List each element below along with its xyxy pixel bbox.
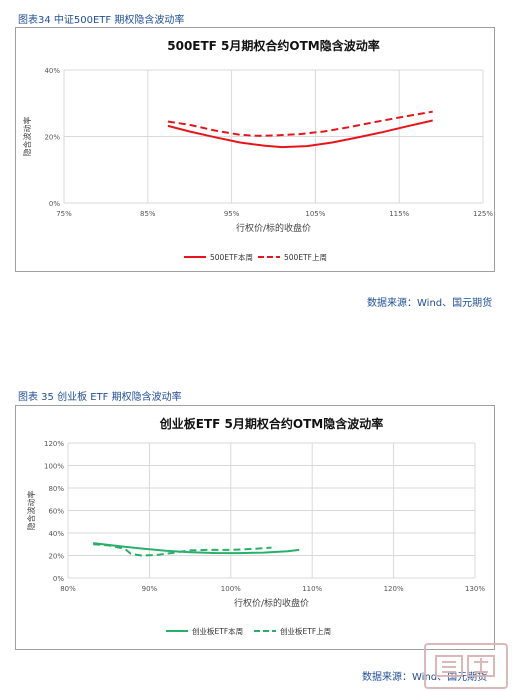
chart2-x-tick-label: 130%: [465, 585, 485, 593]
watermark-mark: [434, 652, 498, 680]
chart2-y-tick-label: 40%: [48, 530, 64, 538]
chart1-source: 数据来源：Wind、国元期货: [367, 294, 492, 309]
chart1-x-tick-label: 75%: [56, 210, 72, 218]
chart1-y-axis-label: 隐含波动率: [22, 117, 32, 157]
chart1-y-tick-label: 0%: [49, 200, 60, 208]
chart1-legend-label-1: 500ETF上周: [284, 253, 327, 262]
chart2-y-axis-label: 隐含波动率: [26, 491, 36, 531]
chart1-x-tick-label: 115%: [389, 210, 409, 218]
chart2-x-tick-label: 100%: [221, 585, 241, 593]
chart2-panel: 创业板ETF 5月期权合约OTM隐含波动率 80% 90% 100% 110% 120% 1…: [15, 405, 495, 650]
chart1-legend-label-0: 500ETF本周: [210, 252, 253, 262]
chart2-x-tick-label: 90%: [142, 585, 158, 593]
chart1-x-tick-label: 85%: [140, 210, 156, 218]
chart2-x-tick-label: 120%: [384, 585, 404, 593]
chart2-x-axis-label: 行权价/标的收盘价: [234, 597, 309, 609]
chart1-svg: 500ETF 5月期权合约OTM隐含波动率 75% 85% 95% 105% 115% 12…: [16, 28, 494, 271]
chart2-y-tick-label: 80%: [48, 485, 64, 493]
chart1-series-last-week-line: [168, 112, 433, 136]
chart2-x-tick-label: 110%: [302, 585, 322, 593]
chart1-title: 500ETF 5月期权合约OTM隐含波动率: [167, 38, 380, 53]
chart1-y-tick-label: 40%: [44, 67, 60, 75]
chart1-panel: 500ETF 5月期权合约OTM隐含波动率 75% 85% 95% 105% 115% 12…: [15, 27, 495, 272]
chart1-x-tick-label: 105%: [305, 210, 325, 218]
chart1-x-tick-label: 95%: [224, 210, 240, 218]
chart2-legend-label-1: 创业板ETF上周: [280, 626, 331, 636]
chart2-y-tick-label: 120%: [44, 440, 64, 448]
chart1-y-tick-label: 20%: [44, 134, 60, 142]
chart1-x-tick-label: 125%: [473, 210, 493, 218]
chart2-y-tick-label: 20%: [48, 553, 64, 561]
chart1-caption: 图表34 中证500ETF 期权隐含波动率: [18, 11, 184, 26]
chart2-title: 创业板ETF 5月期权合约OTM隐含波动率: [159, 416, 383, 431]
chart2-x-tick-label: 80%: [60, 585, 76, 593]
chart2-legend-label-0: 创业板ETF本周: [192, 626, 243, 636]
chart2-y-tick-label: 60%: [48, 508, 64, 516]
chart2-svg: 创业板ETF 5月期权合约OTM隐含波动率 80% 90% 100% 110% 120% 1…: [16, 406, 494, 649]
watermark-stamp: [424, 643, 508, 689]
chart1-x-axis-label: 行权价/标的收盘价: [236, 222, 311, 234]
chart2-y-tick-label: 100%: [44, 463, 64, 471]
chart2-y-tick-label: 0%: [53, 575, 64, 583]
chart2-caption: 图表 35 创业板 ETF 期权隐含波动率: [18, 388, 182, 403]
